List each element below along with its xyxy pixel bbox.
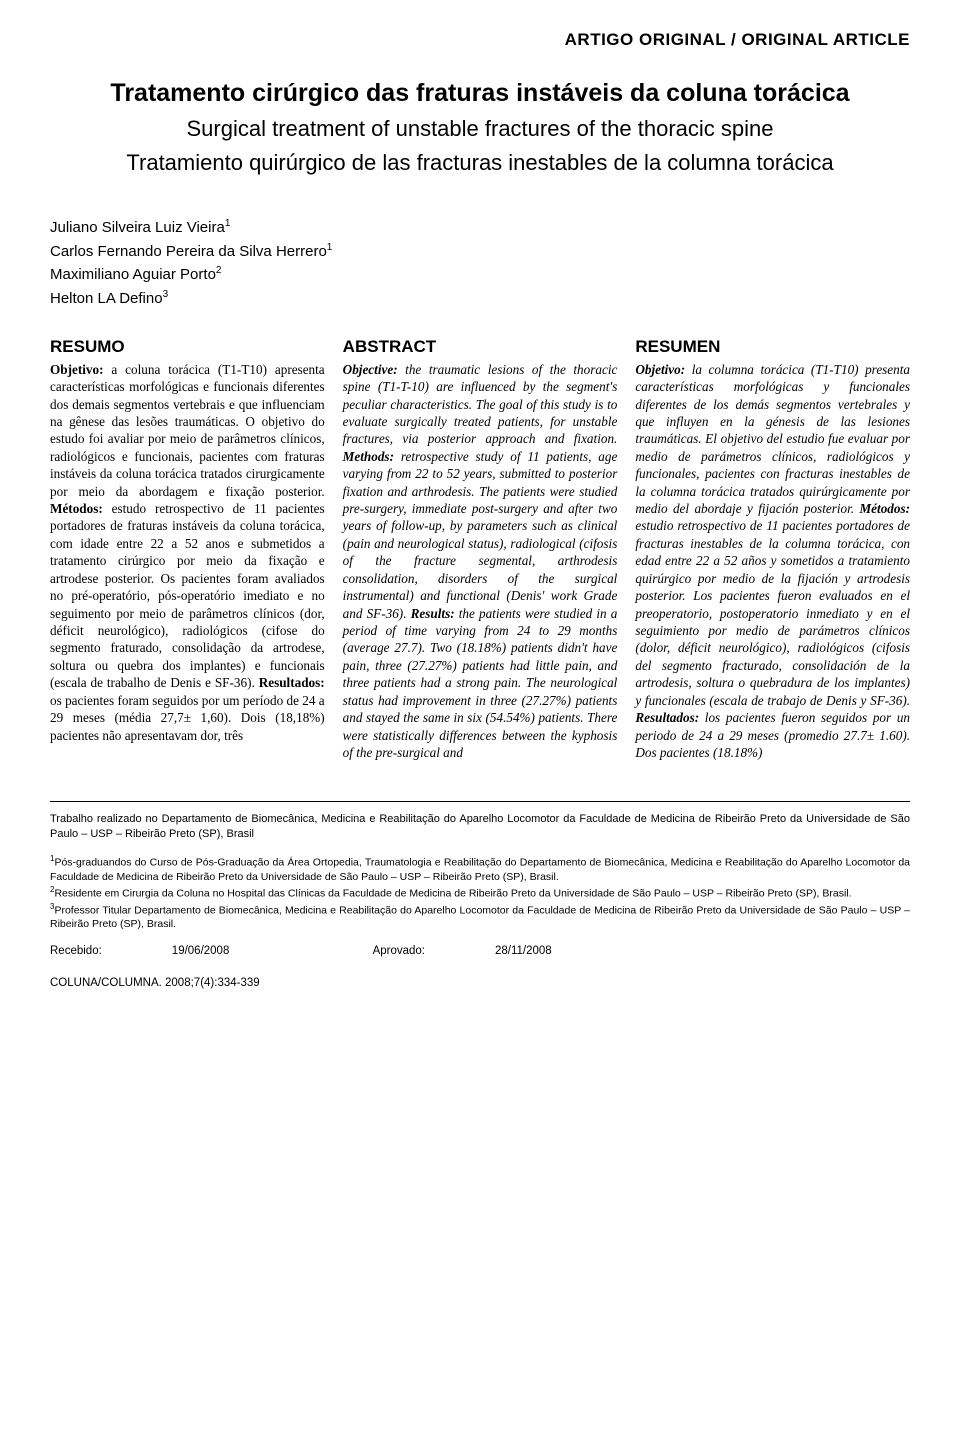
- resumo-heading: RESUMO: [50, 336, 325, 358]
- author-name: Maximiliano Aguiar Porto: [50, 266, 216, 283]
- affiliation: Trabalho realizado no Departamento de Bi…: [50, 812, 910, 842]
- resumen-heading: RESUMEN: [635, 336, 910, 358]
- metodos-text: estudo retrospectivo de 11 pacientes por…: [50, 501, 325, 690]
- metodos-es-text: estudio retrospectivo de 11 pacientes po…: [635, 518, 910, 707]
- approved-date: Aprovado: 28/11/2008: [373, 945, 622, 957]
- received-value: 19/06/2008: [172, 945, 230, 957]
- methods-label: Methods:: [343, 449, 394, 464]
- objetivo-es-text: la columna torácica (T1-T10) presenta ca…: [635, 362, 910, 516]
- footnote-text: Pós-graduandos do Curso de Pós-Graduação…: [50, 857, 910, 883]
- results-label: Results:: [411, 606, 455, 621]
- resultados-text: os pacientes foram seguidos por um perío…: [50, 693, 325, 743]
- metodos-es-label: Métodos:: [859, 501, 910, 516]
- abstract-english: ABSTRACT Objective: the traumatic lesion…: [343, 336, 618, 761]
- footnote-1: 1Pós-graduandos do Curso de Pós-Graduaçã…: [50, 854, 910, 884]
- author-name: Helton LA Defino: [50, 290, 163, 307]
- objetivo-label: Objetivo:: [50, 362, 103, 377]
- results-text: the patients were studied in a period of…: [343, 606, 618, 760]
- title-english: Surgical treatment of unstable fractures…: [50, 115, 910, 143]
- abstract-heading: ABSTRACT: [343, 336, 618, 358]
- separator: [50, 801, 910, 802]
- footnote-text: Residente em Cirurgia da Coluna no Hospi…: [54, 887, 851, 899]
- approved-value: 28/11/2008: [495, 945, 552, 957]
- authors-block: Juliano Silveira Luiz Vieira1 Carlos Fer…: [50, 216, 910, 310]
- received-label: Recebido:: [50, 945, 102, 957]
- author-sup: 3: [163, 289, 169, 300]
- resumen-body: Objetivo: la columna torácica (T1-T10) p…: [635, 361, 910, 762]
- abstract-spanish: RESUMEN Objetivo: la columna torácica (T…: [635, 336, 910, 761]
- metodos-label: Métodos:: [50, 501, 103, 516]
- resultados-label: Resultados:: [259, 675, 325, 690]
- methods-text: retrospective study of 11 patients, age …: [343, 449, 618, 621]
- footnotes: 1Pós-graduandos do Curso de Pós-Graduaçã…: [50, 854, 910, 931]
- author: Maximiliano Aguiar Porto2: [50, 263, 910, 287]
- resumo-body: Objetivo: a coluna torácica (T1-T10) apr…: [50, 361, 325, 744]
- resultados-es-label: Resultados:: [635, 710, 699, 725]
- abstracts-row: RESUMO Objetivo: a coluna torácica (T1-T…: [50, 336, 910, 761]
- title-spanish: Tratamiento quirúrgico de las fracturas …: [50, 149, 910, 177]
- abstract-body: Objective: the traumatic lesions of the …: [343, 361, 618, 762]
- author: Carlos Fernando Pereira da Silva Herrero…: [50, 240, 910, 264]
- objective-label: Objective:: [343, 362, 398, 377]
- author: Helton LA Defino3: [50, 287, 910, 311]
- author-name: Carlos Fernando Pereira da Silva Herrero: [50, 243, 327, 260]
- abstract-portuguese: RESUMO Objetivo: a coluna torácica (T1-T…: [50, 336, 325, 761]
- author-sup: 2: [216, 265, 222, 276]
- author-name: Juliano Silveira Luiz Vieira: [50, 219, 225, 236]
- author-sup: 1: [225, 218, 231, 229]
- footnote-text: Professor Titular Departamento de Biomec…: [50, 904, 910, 930]
- approved-label: Aprovado:: [373, 945, 425, 957]
- dates-row: Recebido: 19/06/2008 Aprovado: 28/11/200…: [50, 945, 910, 957]
- objetivo-es-label: Objetivo:: [635, 362, 685, 377]
- author: Juliano Silveira Luiz Vieira1: [50, 216, 910, 240]
- received-date: Recebido: 19/06/2008: [50, 945, 299, 957]
- title-portuguese: Tratamento cirúrgico das fraturas instáv…: [50, 78, 910, 109]
- footnote-2: 2Residente em Cirurgia da Coluna no Hosp…: [50, 885, 910, 901]
- objetivo-text: a coluna torácica (T1-T10) apresenta car…: [50, 362, 325, 499]
- footnote-3: 3Professor Titular Departamento de Biome…: [50, 902, 910, 932]
- article-type: ARTIGO ORIGINAL / ORIGINAL ARTICLE: [50, 30, 910, 50]
- author-sup: 1: [327, 242, 333, 253]
- journal-citation: COLUNA/COLUMNA. 2008;7(4):334-339: [50, 977, 910, 989]
